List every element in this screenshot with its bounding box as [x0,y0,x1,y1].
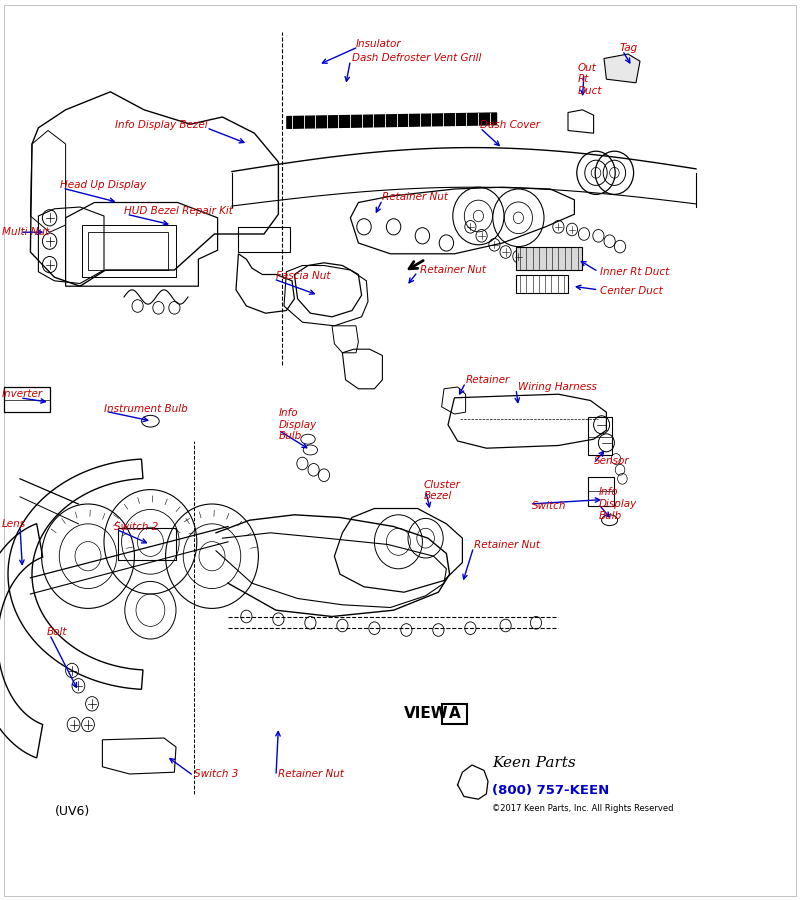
Text: Lens: Lens [2,518,26,529]
Text: Info
Display
Bulb: Info Display Bulb [278,409,317,441]
Text: HUD Bezel Repair Kit: HUD Bezel Repair Kit [124,206,233,217]
Text: Tag: Tag [620,42,638,53]
Text: Switch: Switch [532,500,566,511]
Text: Cluster
Bezel: Cluster Bezel [424,480,461,501]
Text: Out
Rt
Duct: Out Rt Duct [578,63,602,95]
Text: Retainer Nut: Retainer Nut [420,265,486,275]
Bar [516,247,582,270]
Polygon shape [604,54,640,83]
Text: Insulator: Insulator [356,39,402,50]
Bar [4,387,50,412]
Bar [516,274,568,292]
Text: Instrument Bulb: Instrument Bulb [104,403,188,414]
Text: Switch 3: Switch 3 [194,769,238,779]
Text: (UV6): (UV6) [54,806,90,818]
Text: Sensor: Sensor [594,455,630,466]
Text: Retainer Nut: Retainer Nut [382,192,448,202]
Text: Inverter: Inverter [2,389,42,400]
Text: VIEW: VIEW [404,706,449,721]
Bar [238,227,290,252]
Bar [88,232,168,270]
Text: Dash Cover: Dash Cover [480,120,540,130]
Text: Info Display Bezel: Info Display Bezel [115,120,208,130]
Text: Info
Display
Bulb: Info Display Bulb [598,488,637,520]
Text: Fascia Nut: Fascia Nut [276,271,330,282]
Text: Keen Parts: Keen Parts [492,756,576,770]
Text: Multi Nut: Multi Nut [2,227,49,238]
Bar [588,477,614,506]
Circle shape [611,62,621,73]
Text: Bolt: Bolt [46,626,67,637]
Text: ©2017 Keen Parts, Inc. All Rights Reserved: ©2017 Keen Parts, Inc. All Rights Reserv… [492,804,674,813]
Text: Retainer Nut: Retainer Nut [278,769,344,779]
Text: Wiring Harness: Wiring Harness [518,382,598,392]
Bar [118,528,176,560]
Text: A: A [449,706,460,721]
Text: Dash Defroster Vent Grill: Dash Defroster Vent Grill [352,52,482,63]
Text: Head Up Display: Head Up Display [60,180,146,191]
Bar [82,225,176,277]
Text: (800) 757-KEEN: (800) 757-KEEN [492,784,610,796]
Text: Center Duct: Center Duct [600,285,662,296]
Bar [442,704,467,724]
Bar [588,417,612,454]
Text: Switch 2: Switch 2 [114,521,158,532]
Text: Retainer: Retainer [466,374,510,385]
Text: Retainer Nut: Retainer Nut [474,539,539,550]
Text: Inner Rt Duct: Inner Rt Duct [600,266,670,277]
